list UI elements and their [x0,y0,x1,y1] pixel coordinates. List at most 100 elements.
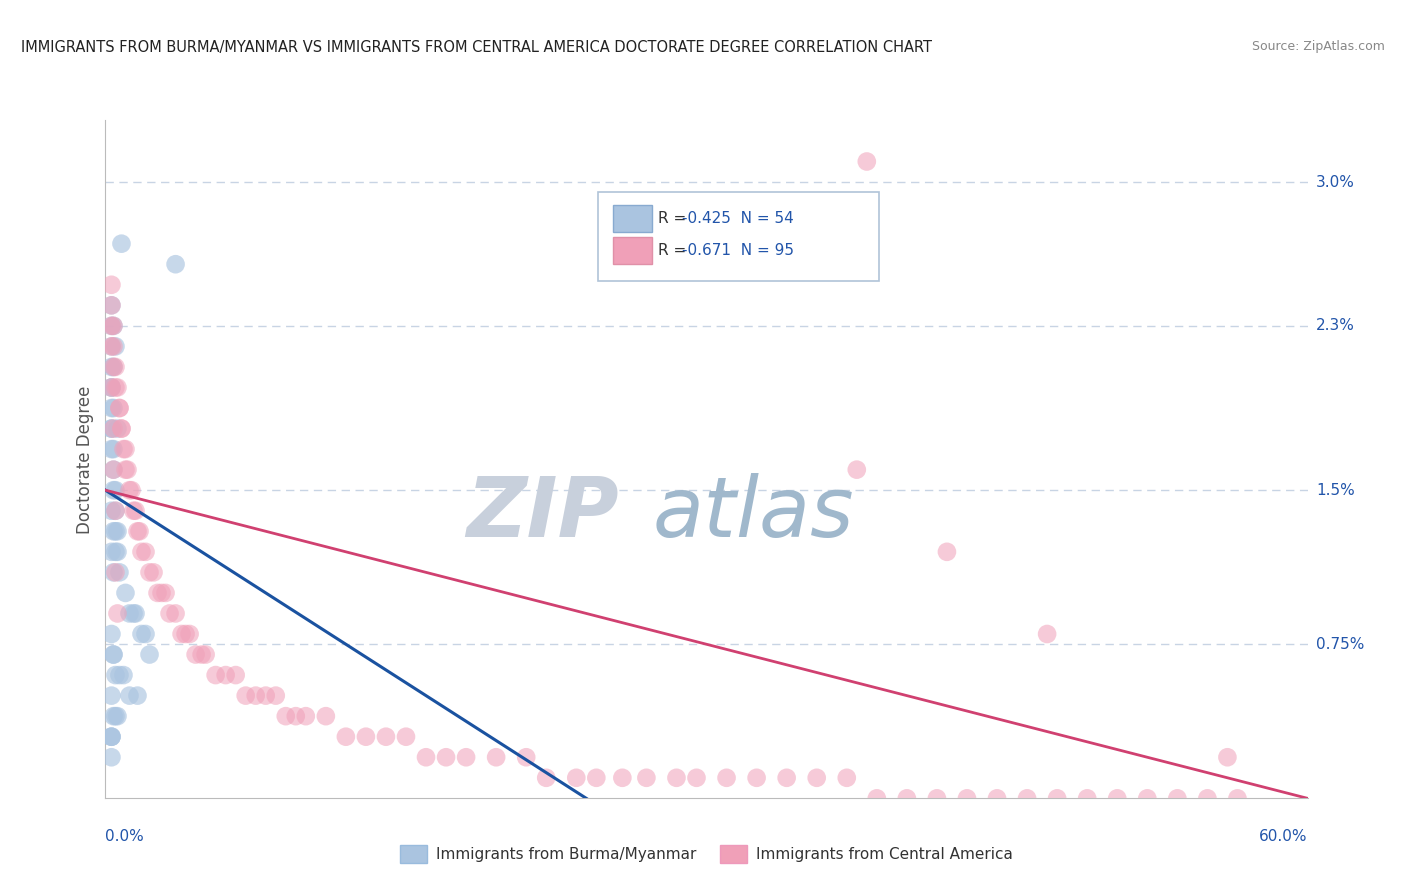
Point [1076,791,1098,805]
Text: 1.5%: 1.5% [1316,483,1354,498]
Point [114,463,136,477]
Point [118,689,141,703]
Point [534,771,557,785]
Point [124,504,146,518]
Text: 0.75%: 0.75% [1316,637,1364,652]
Point [100,750,122,764]
Point [100,277,122,292]
Point [103,318,125,333]
Point [925,791,948,805]
Point [103,401,125,415]
Point [112,442,135,456]
Point [204,668,226,682]
Point [434,750,457,764]
Point [190,648,212,662]
Point [100,339,122,353]
Point [184,648,207,662]
Point [1216,750,1239,764]
Point [122,607,145,621]
Point [956,791,979,805]
Point [274,709,297,723]
Point [127,524,149,539]
Point [354,730,377,744]
Point [1166,791,1188,805]
Point [225,668,247,682]
Point [107,421,129,435]
Point [835,771,858,785]
Point [100,421,122,435]
Point [100,627,122,641]
Point [214,668,236,682]
Point [1136,791,1159,805]
Point [100,298,122,312]
Point [896,791,918,805]
Point [1046,791,1069,805]
Point [107,545,129,559]
Point [135,627,157,641]
Text: -0.425  N = 54: -0.425 N = 54 [682,211,793,226]
Point [335,730,357,744]
Point [100,298,122,312]
Text: 3.0%: 3.0% [1316,175,1355,189]
Text: Source: ZipAtlas.com: Source: ZipAtlas.com [1251,40,1385,54]
Text: -0.671  N = 95: -0.671 N = 95 [682,244,794,258]
Point [174,627,197,641]
Point [146,586,169,600]
Point [103,359,125,374]
Point [1036,627,1059,641]
Point [107,607,129,621]
Point [264,689,287,703]
Point [100,730,122,744]
Text: R =: R = [658,211,692,226]
Point [104,483,127,498]
Point [866,791,889,805]
Point [104,504,127,518]
Text: 0.0%: 0.0% [105,829,145,844]
Point [254,689,277,703]
Point [100,318,122,333]
Point [124,607,146,621]
Point [165,607,187,621]
Point [685,771,707,785]
Point [121,483,143,498]
Point [100,401,122,415]
Point [104,668,127,682]
Point [104,380,127,394]
Point [103,463,125,477]
Point [454,750,477,764]
Point [112,668,135,682]
Point [100,504,122,518]
Point [665,771,688,785]
Point [159,607,181,621]
Point [104,504,127,518]
Point [107,709,129,723]
Point [100,442,122,456]
Point [108,401,131,415]
Text: R =: R = [658,244,692,258]
Point [103,566,125,580]
Point [100,380,122,394]
Point [1197,791,1219,805]
Point [114,442,136,456]
Point [100,318,122,333]
Text: IMMIGRANTS FROM BURMA/MYANMAR VS IMMIGRANTS FROM CENTRAL AMERICA DOCTORATE DEGRE: IMMIGRANTS FROM BURMA/MYANMAR VS IMMIGRA… [21,40,932,55]
Point [108,566,131,580]
Text: ZIP: ZIP [465,473,619,554]
Point [117,463,139,477]
Point [138,648,160,662]
Point [565,771,588,785]
Point [104,524,127,539]
Point [131,627,153,641]
Point [235,689,257,703]
Point [103,339,125,353]
Point [135,545,157,559]
Point [104,709,127,723]
Point [104,566,127,580]
Point [100,730,122,744]
Point [104,545,127,559]
Point [131,545,153,559]
Point [284,709,307,723]
Text: 60.0%: 60.0% [1260,829,1308,844]
Point [108,668,131,682]
Text: 2.3%: 2.3% [1316,318,1355,334]
